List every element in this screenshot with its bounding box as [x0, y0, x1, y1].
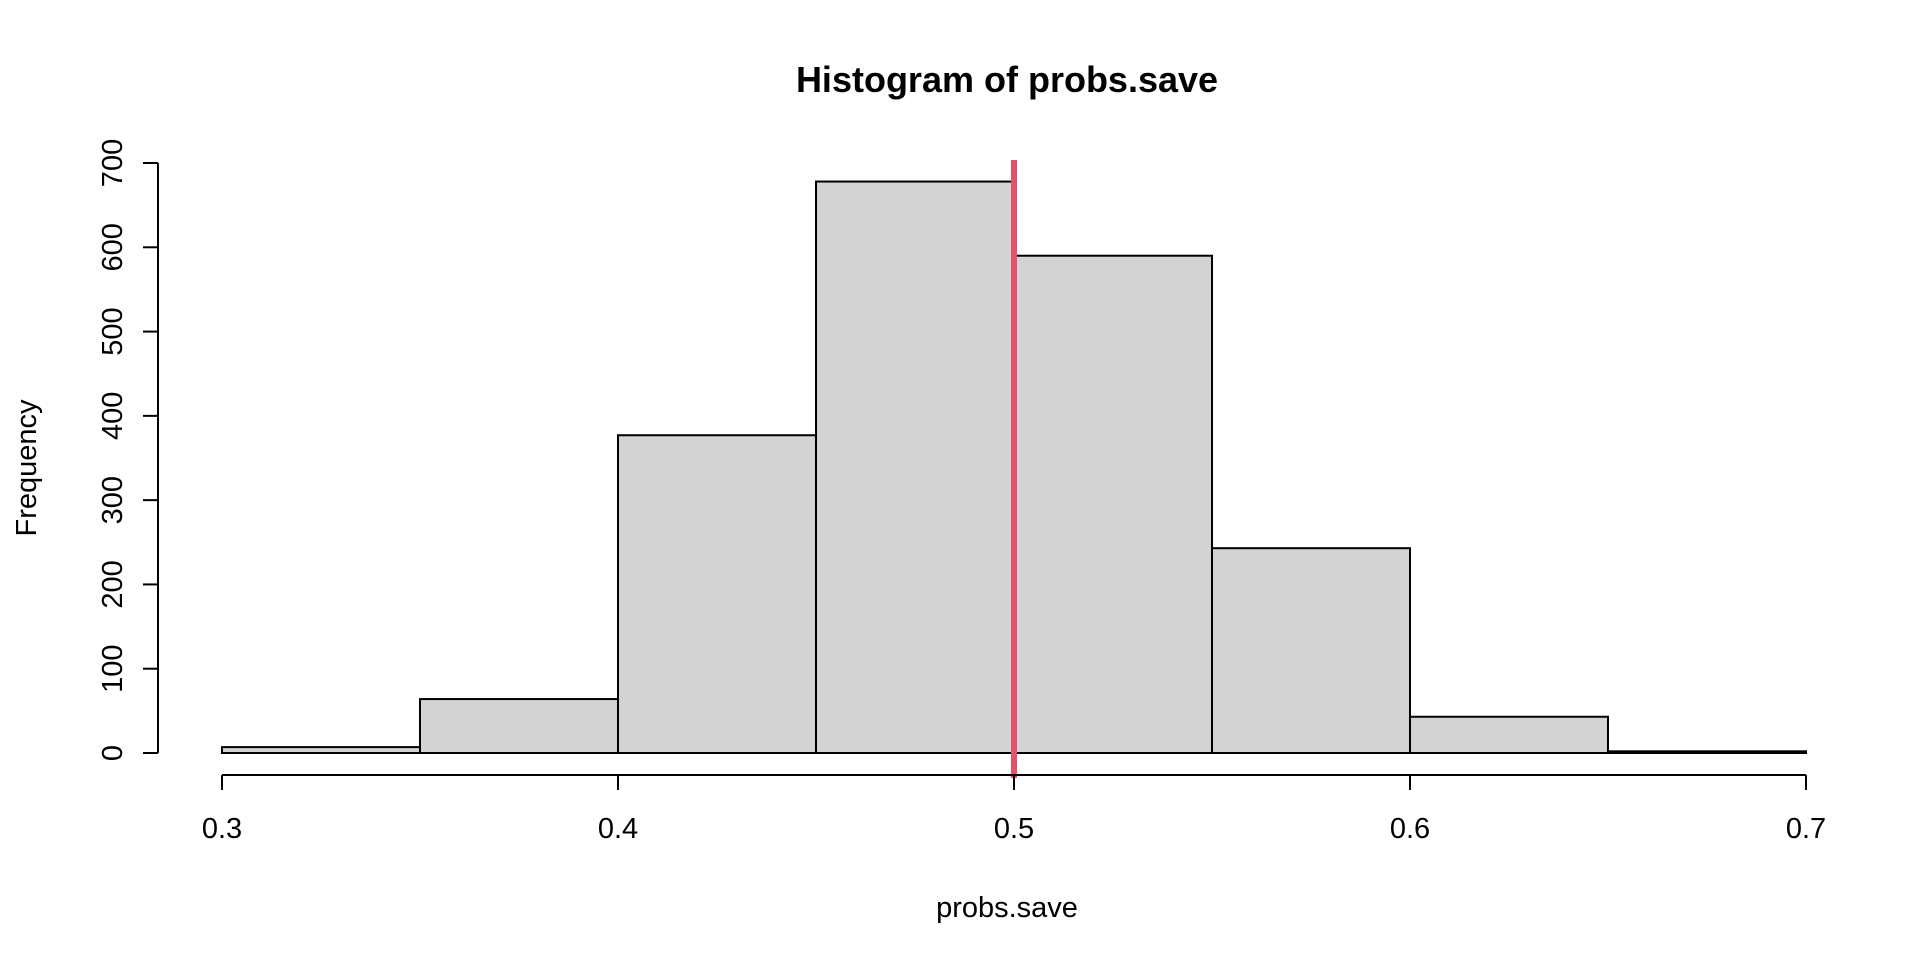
bars-layer	[221, 180, 1807, 755]
histogram-bar-6	[1409, 715, 1609, 754]
y-tick-label-4: 400	[97, 392, 129, 440]
x-tick-label-0: 0.3	[202, 813, 242, 845]
y-tick-label-1: 100	[97, 645, 129, 693]
x-axis-label: probs.save	[936, 892, 1078, 924]
histogram-bar-0	[221, 746, 421, 754]
y-axis: 0 100 200 300 400 500 600 700	[97, 139, 159, 761]
y-tick-label-7: 700	[97, 139, 129, 187]
x-tick-label-3: 0.6	[1390, 813, 1430, 845]
y-tick-label-5: 500	[97, 307, 129, 355]
y-tick-label-3: 300	[97, 476, 129, 524]
histogram-bar-2	[617, 434, 817, 754]
y-tick-label-6: 600	[97, 223, 129, 271]
x-tick-label-1: 0.4	[598, 813, 638, 845]
y-axis-label: Frequency	[11, 399, 43, 537]
y-tick-label-0: 0	[97, 745, 129, 761]
histogram-bar-7	[1607, 750, 1807, 754]
histogram-bar-1	[419, 698, 619, 754]
x-tick-label-2: 0.5	[994, 813, 1034, 845]
histogram-bar-5	[1211, 547, 1411, 755]
histogram-bar-4	[1013, 254, 1213, 754]
histogram-bar-3	[815, 180, 1015, 755]
chart-title: Histogram of probs.save	[796, 59, 1218, 100]
x-axis: 0.3 0.4 0.5 0.6 0.7	[202, 774, 1826, 845]
x-tick-label-4: 0.7	[1786, 813, 1826, 845]
y-tick-label-2: 200	[97, 560, 129, 608]
